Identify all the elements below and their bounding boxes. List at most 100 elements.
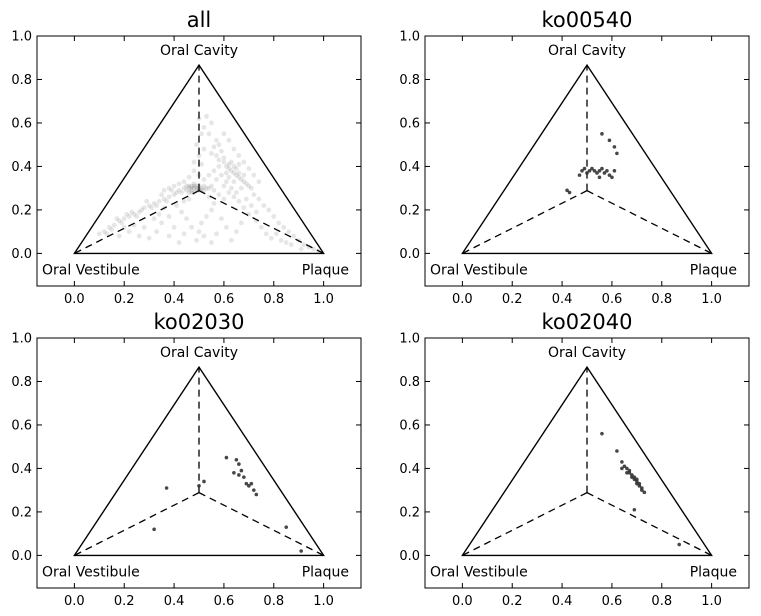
x-tick-label: 0.4 bbox=[164, 594, 185, 609]
data-point bbox=[237, 473, 241, 477]
data-point bbox=[114, 216, 120, 222]
simplex-triangle bbox=[73, 63, 325, 255]
data-point bbox=[184, 187, 189, 193]
data-point bbox=[196, 187, 202, 193]
x-tick-label: 0.4 bbox=[552, 292, 573, 307]
data-point bbox=[600, 431, 604, 436]
data-point bbox=[151, 216, 157, 222]
data-point bbox=[211, 168, 217, 174]
data-point bbox=[151, 200, 157, 206]
y-tick-label: 0.4 bbox=[399, 160, 420, 175]
data-point bbox=[216, 192, 222, 198]
data-point bbox=[236, 161, 242, 167]
data-point bbox=[273, 231, 279, 237]
data-point bbox=[199, 161, 204, 167]
data-point bbox=[605, 168, 609, 173]
x-tick-label: 0.6 bbox=[602, 292, 623, 307]
data-point bbox=[236, 153, 242, 158]
data-point bbox=[191, 185, 197, 191]
data-point bbox=[298, 246, 304, 252]
corner-label-left: Oral Vestibule bbox=[430, 262, 528, 278]
data-point bbox=[186, 196, 192, 202]
x-tick-label: 0.6 bbox=[214, 594, 235, 609]
data-point bbox=[316, 248, 322, 254]
data-point bbox=[164, 198, 170, 204]
centroid-dash-line bbox=[462, 492, 588, 556]
data-point bbox=[233, 190, 239, 195]
data-point bbox=[116, 233, 122, 239]
data-point bbox=[119, 220, 125, 226]
x-tick-label: 0.2 bbox=[114, 594, 135, 609]
data-point bbox=[204, 214, 209, 219]
data-point bbox=[610, 175, 614, 180]
data-point bbox=[281, 224, 287, 230]
y-tick-label: 0.6 bbox=[11, 418, 32, 433]
data-point bbox=[106, 224, 112, 230]
data-point bbox=[246, 166, 252, 172]
data-point bbox=[161, 205, 167, 211]
data-point bbox=[253, 209, 259, 215]
y-tick-label: 0.6 bbox=[399, 418, 420, 433]
data-point bbox=[247, 484, 251, 488]
x-tick-label: 0.0 bbox=[452, 594, 473, 609]
data-point bbox=[209, 183, 214, 189]
data-point bbox=[620, 466, 624, 471]
simplex-triangle bbox=[73, 365, 325, 557]
corner-label-right: Plaque bbox=[302, 262, 349, 278]
data-point bbox=[184, 183, 189, 189]
data-point bbox=[154, 229, 160, 235]
y-tick-label: 0.8 bbox=[11, 375, 32, 390]
y-tick-label: 0.8 bbox=[399, 375, 420, 390]
data-point bbox=[625, 466, 629, 471]
data-point bbox=[116, 218, 122, 224]
x-tick-label: 0.4 bbox=[164, 292, 185, 307]
data-point bbox=[306, 244, 312, 250]
data-point bbox=[236, 198, 242, 204]
data-point bbox=[219, 216, 224, 222]
data-point bbox=[206, 131, 212, 137]
data-point bbox=[241, 179, 247, 185]
y-tick-label: 0.8 bbox=[11, 73, 32, 88]
data-point bbox=[286, 229, 292, 235]
corner-label-right: Plaque bbox=[690, 262, 737, 278]
data-point bbox=[136, 233, 142, 239]
data-point bbox=[615, 151, 619, 156]
data-point bbox=[233, 229, 239, 235]
corner-label-left: Oral Vestibule bbox=[430, 564, 528, 580]
data-point bbox=[171, 192, 177, 198]
chart-title: all bbox=[187, 8, 212, 32]
x-tick-label: 1.0 bbox=[701, 594, 722, 609]
data-point bbox=[166, 233, 172, 239]
centroid-dash-line bbox=[74, 492, 200, 556]
data-point bbox=[311, 246, 317, 252]
data-point bbox=[209, 207, 214, 213]
data-point bbox=[632, 507, 637, 512]
data-point bbox=[595, 171, 599, 175]
data-point bbox=[248, 185, 254, 191]
data-point bbox=[600, 166, 604, 171]
y-tick-label: 0.0 bbox=[399, 247, 420, 262]
data-point bbox=[186, 174, 192, 180]
data-point bbox=[226, 174, 232, 180]
data-point bbox=[196, 183, 202, 189]
data-point bbox=[156, 211, 162, 217]
data-point bbox=[199, 187, 204, 193]
data-point bbox=[186, 190, 192, 195]
y-tick-label: 0.0 bbox=[11, 549, 32, 564]
data-point bbox=[284, 525, 289, 529]
data-point bbox=[630, 475, 634, 479]
data-point bbox=[156, 198, 162, 204]
data-point bbox=[121, 224, 127, 230]
axes-frame bbox=[36, 337, 362, 589]
corner-label-right: Plaque bbox=[690, 564, 737, 580]
data-point bbox=[199, 185, 204, 191]
data-point bbox=[251, 172, 257, 178]
data-point bbox=[169, 187, 174, 193]
data-point bbox=[612, 145, 617, 149]
data-point bbox=[134, 214, 140, 219]
data-point bbox=[201, 124, 207, 130]
data-point bbox=[219, 172, 224, 178]
data-point bbox=[597, 168, 602, 173]
data-point bbox=[241, 205, 247, 211]
data-point bbox=[244, 481, 249, 486]
